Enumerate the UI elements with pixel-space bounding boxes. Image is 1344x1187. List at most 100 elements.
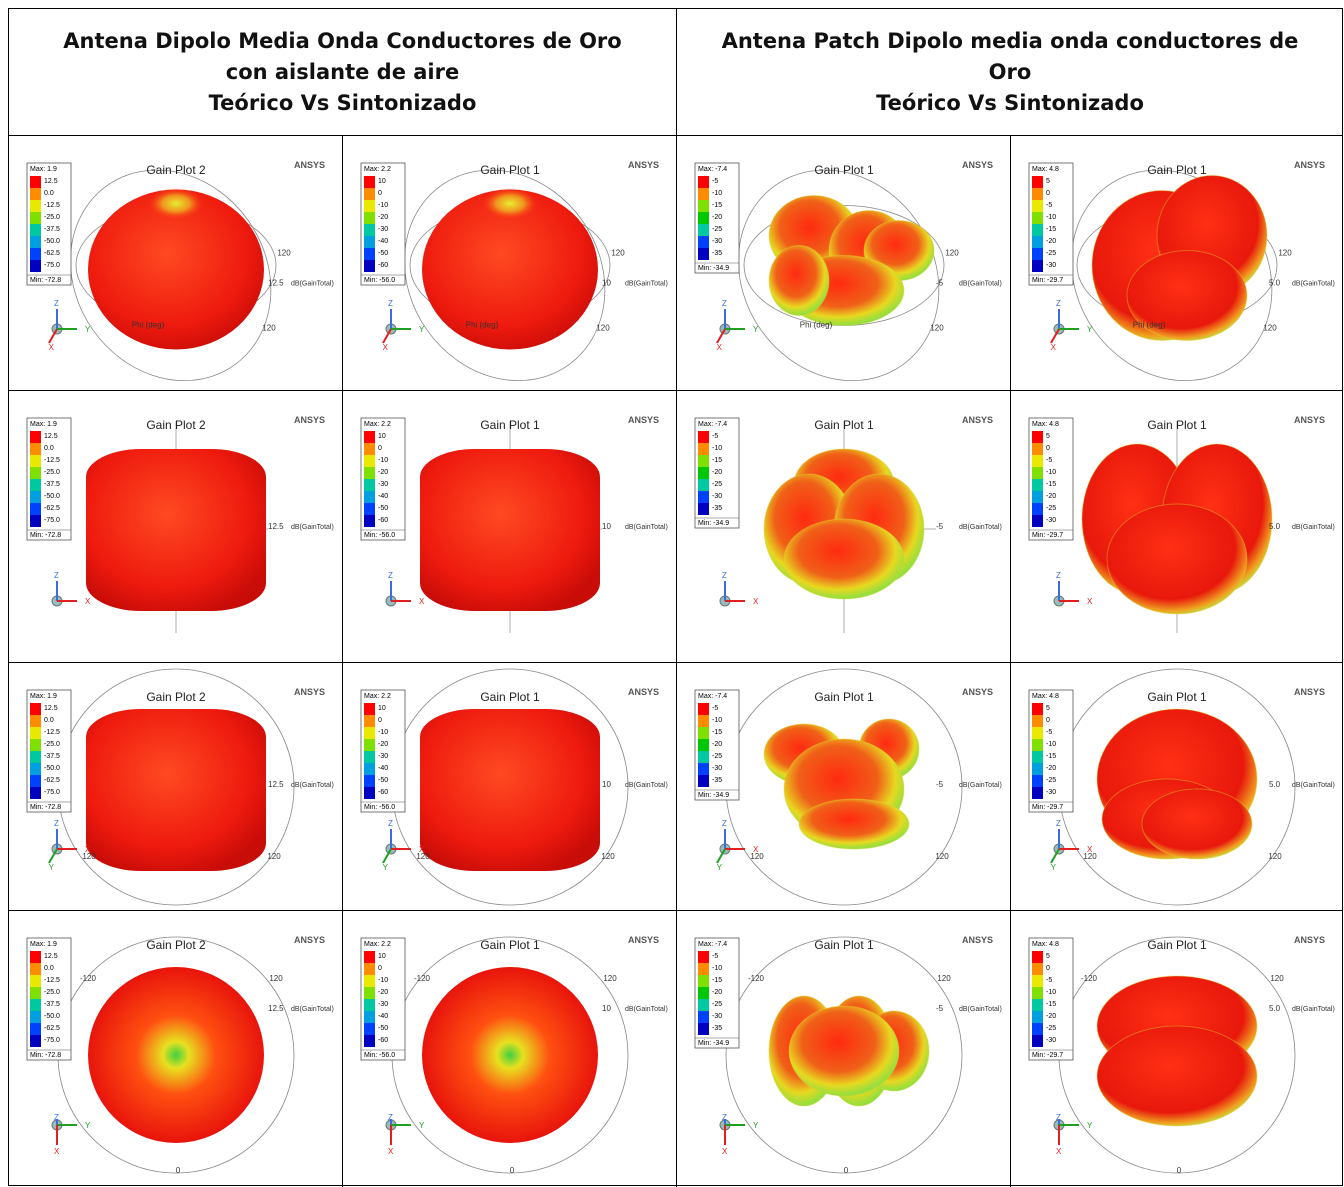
triad-label: Y (753, 1121, 759, 1130)
legend-swatch (1032, 951, 1043, 963)
legend-swatch (698, 236, 709, 248)
gain-plot: Max: 4.850-5-10-15-20-25-30Min: -29.7Gai… (1011, 391, 1342, 662)
view-label: 120 (262, 324, 276, 333)
gain-plot: Max: 2.2100-10-20-30-40-50-60Min: -56.0G… (343, 911, 676, 1186)
ring-value: 10 (602, 522, 611, 531)
plot-title: Gain Plot 1 (814, 418, 874, 432)
brand: ANSYS (962, 415, 993, 425)
unit-label: dB(GainTotal) (625, 782, 668, 789)
legend-label: -10 (1046, 989, 1056, 996)
legend-swatch (364, 176, 375, 188)
legend-max: Max: 2.2 (364, 166, 391, 173)
plot-cell: Max: -7.4-5-10-15-20-25-30-35Min: -34.9G… (677, 663, 1011, 911)
legend-label: -30 (1046, 789, 1056, 796)
brand: ANSYS (628, 160, 659, 170)
legend-label: -60 (378, 1037, 388, 1044)
radiation-pattern (420, 449, 600, 611)
legend-label: -10 (378, 457, 388, 464)
legend-label: -15 (712, 457, 722, 464)
legend-swatch (30, 775, 41, 787)
legend-label: -50.0 (44, 1013, 60, 1020)
triad-label: Z (1056, 1113, 1061, 1122)
triad-label: Y (753, 325, 759, 334)
legend-label: -20 (712, 741, 722, 748)
legend-swatch (698, 763, 709, 775)
legend-label: -25.0 (44, 741, 60, 748)
legend-label: 5 (1046, 705, 1050, 712)
legend-label: -62.5 (44, 505, 60, 512)
legend-swatch (1032, 431, 1043, 443)
legend-swatch (1032, 775, 1043, 787)
legend-swatch (1032, 260, 1043, 272)
legend-swatch (1032, 212, 1043, 224)
brand: ANSYS (294, 935, 325, 945)
legend-max: Max: 1.9 (30, 166, 57, 173)
legend-swatch (1032, 963, 1043, 975)
plot-title: Gain Plot 1 (480, 418, 540, 432)
legend-label: -35 (712, 777, 722, 784)
view-label: 120 (1268, 852, 1282, 861)
view-label: 0 (1177, 1166, 1182, 1175)
ring-value: -5 (936, 279, 944, 288)
legend-swatch (30, 999, 41, 1011)
triad-label: Z (54, 819, 59, 828)
legend-label: 0 (1046, 190, 1050, 197)
legend-swatch (364, 443, 375, 455)
legend-swatch (30, 443, 41, 455)
legend-label: 0.0 (44, 445, 54, 452)
legend-swatch (698, 176, 709, 188)
legend-swatch (698, 715, 709, 727)
legend-label: -20 (712, 214, 722, 221)
legend-max: Max: -7.4 (698, 693, 727, 700)
legend-label: -50 (378, 505, 388, 512)
triad-label: Y (419, 325, 425, 334)
legend-swatch (30, 751, 41, 763)
legend-swatch (364, 787, 375, 799)
view-label: 120 (611, 249, 625, 258)
gain-plot: Max: 2.2100-10-20-30-40-50-60Min: -56.0G… (343, 391, 676, 662)
legend-swatch (698, 951, 709, 963)
plot-title: Gain Plot 1 (814, 938, 874, 952)
legend-swatch (1032, 443, 1043, 455)
plot-title: Gain Plot 1 (480, 690, 540, 704)
plot-cell: Max: 2.2100-10-20-30-40-50-60Min: -56.0G… (343, 136, 677, 391)
plot-cell: Max: 4.850-5-10-15-20-25-30Min: -29.7Gai… (1011, 391, 1343, 663)
legend-swatch (698, 503, 709, 515)
unit-label: dB(GainTotal) (625, 281, 668, 288)
legend-swatch (30, 703, 41, 715)
legend-swatch (698, 467, 709, 479)
brand: ANSYS (962, 687, 993, 697)
triad-label: X (1056, 1147, 1062, 1156)
legend-swatch (364, 703, 375, 715)
header-right: Antena Patch Dipolo media onda conductor… (677, 9, 1343, 136)
legend-swatch (698, 987, 709, 999)
legend-label: -25 (1046, 250, 1056, 257)
legend-label: -15 (712, 729, 722, 736)
triad-label: Z (1056, 299, 1061, 308)
legend-swatch (30, 1011, 41, 1023)
legend-label: -10 (712, 190, 722, 197)
legend-swatch (364, 963, 375, 975)
legend-swatch (698, 431, 709, 443)
brand: ANSYS (628, 415, 659, 425)
triad-label: X (54, 1147, 60, 1156)
legend-label: -10 (378, 729, 388, 736)
legend-swatch (364, 431, 375, 443)
legend-min: Min: -29.7 (1032, 277, 1063, 284)
unit-label: dB(GainTotal) (959, 1006, 1002, 1013)
view-label: -120 (414, 974, 431, 983)
view-label: 120 (937, 974, 951, 983)
triad-label: Z (54, 571, 59, 580)
legend-swatch (1032, 491, 1043, 503)
legend-swatch (698, 999, 709, 1011)
legend-label: -10 (378, 202, 388, 209)
legend-label: -5 (712, 433, 718, 440)
plot-cell: Max: 2.2100-10-20-30-40-50-60Min: -56.0G… (343, 391, 677, 663)
legend-swatch (1032, 987, 1043, 999)
view-label: 120 (267, 852, 281, 861)
brand: ANSYS (628, 935, 659, 945)
header-left: Antena Dipolo Media Onda Conductores de … (9, 9, 677, 136)
